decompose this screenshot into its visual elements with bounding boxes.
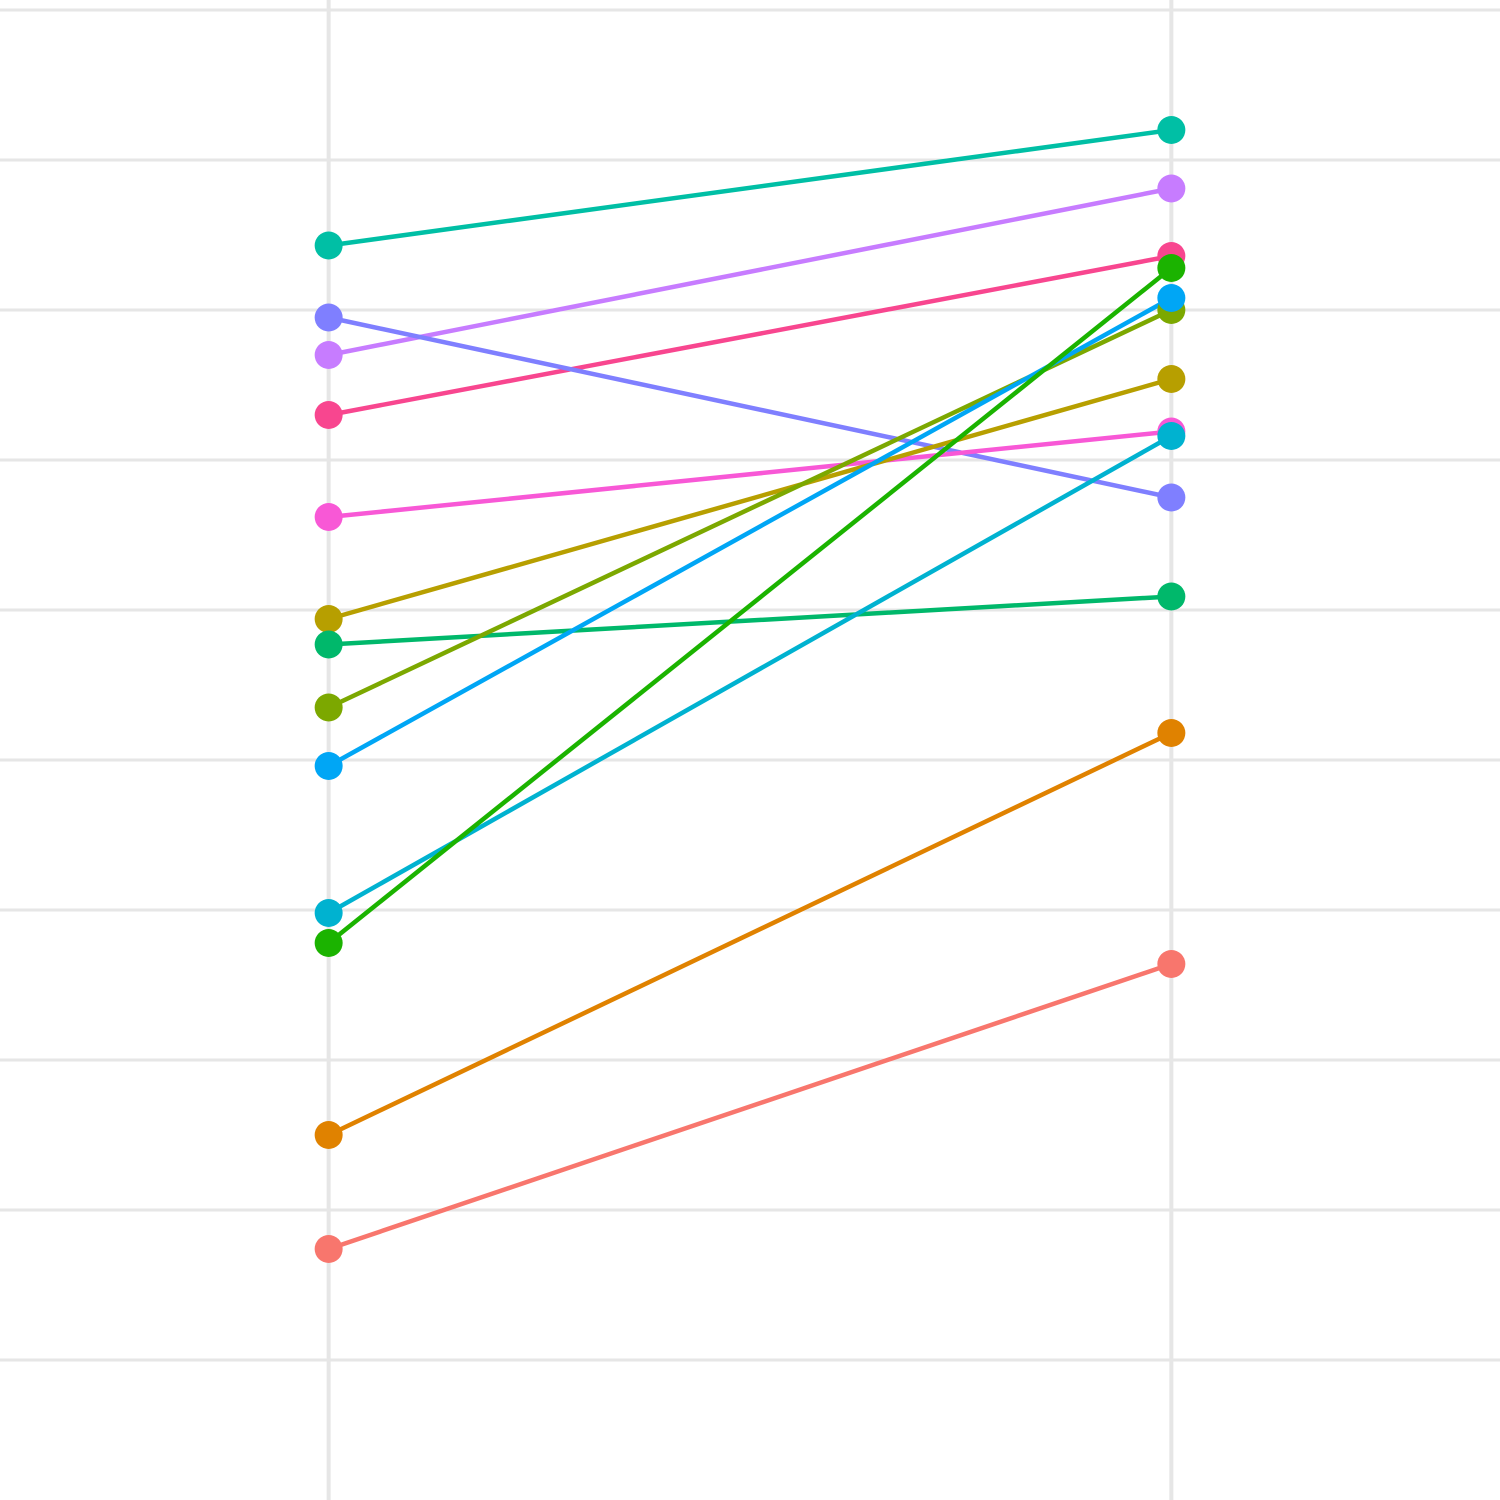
data-point-7-2 (1157, 582, 1186, 611)
data-point-12-2 (1157, 719, 1186, 747)
series-points (314, 116, 1186, 1263)
data-point-10-2 (1157, 422, 1186, 450)
series-line-6 (326, 376, 1174, 622)
data-point-4-1 (314, 303, 343, 332)
data-point-6-1 (314, 605, 343, 633)
series-line-1 (326, 127, 1174, 248)
data-point-13-1 (314, 1235, 343, 1263)
series-line-11 (326, 265, 1174, 946)
series-line-4 (326, 315, 1174, 500)
data-point-1-2 (1157, 116, 1186, 144)
data-point-8-1 (314, 693, 343, 722)
series-line-2 (326, 186, 1174, 358)
series-line-7 (326, 594, 1174, 647)
series-line-10 (326, 433, 1174, 916)
data-point-6-2 (1157, 365, 1186, 393)
data-point-9-1 (314, 752, 343, 780)
data-point-11-1 (314, 929, 343, 957)
data-point-9-2 (1157, 284, 1186, 312)
series-line-9 (326, 295, 1174, 769)
data-point-13-2 (1157, 950, 1186, 978)
series-line-12 (326, 730, 1174, 1138)
series-lines (326, 127, 1174, 1252)
data-point-10-1 (314, 899, 343, 927)
data-point-1-1 (314, 231, 343, 260)
series-line-13 (326, 961, 1174, 1252)
data-point-11-2 (1157, 254, 1186, 282)
data-point-4-2 (1157, 483, 1186, 512)
series-line-5 (326, 429, 1174, 520)
data-point-3-1 (314, 401, 343, 429)
data-point-2-2 (1157, 174, 1186, 203)
data-point-5-1 (314, 503, 343, 531)
data-point-12-1 (314, 1121, 343, 1149)
data-point-2-1 (314, 341, 343, 369)
series-line-3 (326, 253, 1174, 418)
data-point-7-1 (314, 630, 343, 659)
